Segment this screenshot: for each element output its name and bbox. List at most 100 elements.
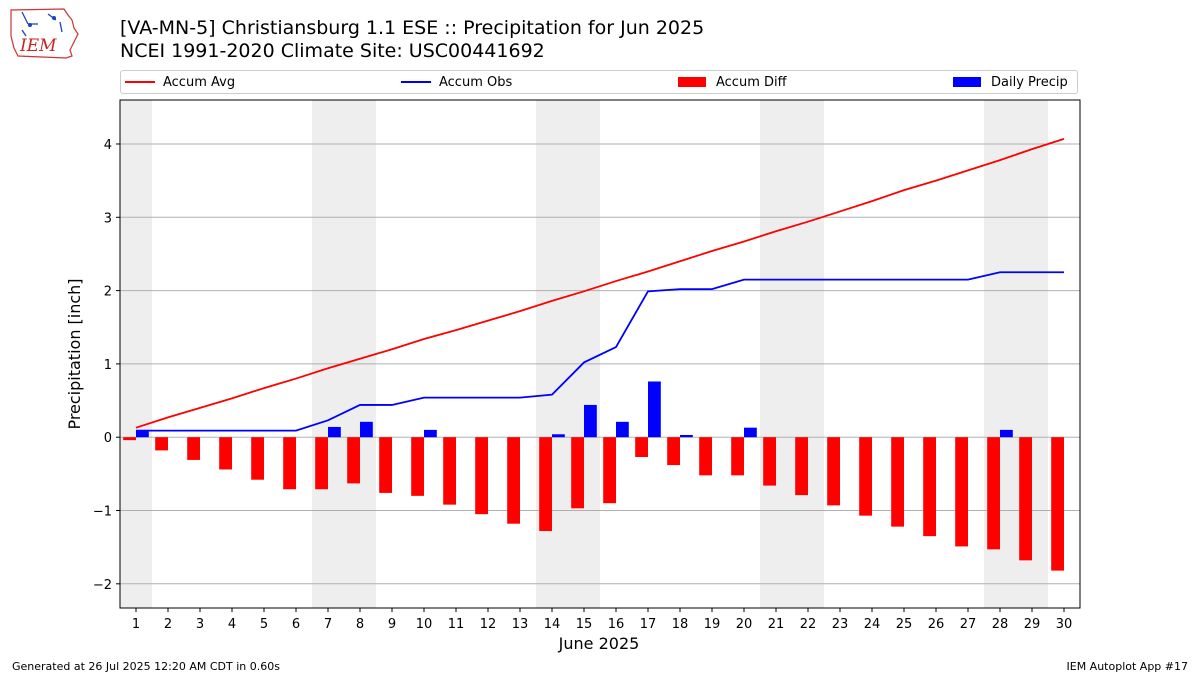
accum-diff-bar: [283, 437, 296, 490]
y-axis-label: Precipitation [inch]: [65, 278, 84, 429]
x-tick-label: 17: [640, 617, 657, 632]
accum-diff-bar: [507, 437, 520, 524]
accum-diff-bar: [1051, 437, 1064, 571]
accum-diff-bar: [219, 437, 232, 470]
plot-frame: [119, 99, 1081, 609]
weekend-shading: [120, 100, 1048, 608]
daily-precip-bar: [328, 426, 341, 438]
legend-swatch: [125, 81, 155, 83]
accum-diff-bar: [443, 437, 456, 505]
legend-label: Daily Precip: [991, 74, 1068, 90]
legend-label: Accum Avg: [163, 74, 236, 90]
accum-obs-line: [136, 271, 1064, 432]
accum-diff-bar: [315, 437, 328, 490]
x-tick-label: 24: [864, 617, 881, 632]
x-tick-label: 18: [672, 617, 689, 632]
accum-diff-bar: [891, 437, 904, 527]
y-tick-label: 0: [104, 431, 112, 446]
weekend-band: [120, 100, 152, 608]
accum-diff-bar: [379, 437, 392, 493]
accum-diff-bar: [763, 437, 776, 486]
x-tick-label: 7: [324, 617, 332, 632]
accum-diff-bar: [155, 437, 168, 451]
accum-diff-bars: [123, 437, 1064, 571]
accum-diff-bar: [571, 437, 584, 509]
iem-logo: IEM: [10, 8, 79, 59]
daily-precip-bar: [360, 421, 373, 438]
gridlines: [120, 143, 1080, 585]
daily-precip-bars: [136, 381, 1013, 438]
accum-diff-bar: [827, 437, 840, 506]
x-tick-label: 9: [388, 617, 396, 632]
legend-item-accum-obs: Accum Obs: [401, 71, 512, 93]
legend-item-accum-diff: Accum Diff: [678, 71, 787, 93]
chart-subtitle: NCEI 1991-2020 Climate Site: USC00441692: [120, 40, 545, 62]
x-tick-label: 5: [260, 617, 268, 632]
x-tick-label: 23: [832, 617, 849, 632]
x-tick-label: 15: [576, 617, 593, 632]
legend-item-daily-precip: Daily Precip: [953, 71, 1068, 93]
accum-diff-bar: [475, 437, 488, 515]
x-tick-label: 29: [1024, 617, 1041, 632]
x-tick-label: 26: [928, 617, 945, 632]
legend-item-accum-avg: Accum Avg: [125, 71, 235, 93]
x-tick-label: 1: [132, 617, 140, 632]
accum-diff-bar: [411, 437, 424, 496]
x-tick-label: 21: [768, 617, 785, 632]
y-tick-label: −1: [93, 505, 112, 520]
accum-diff-bar: [603, 437, 616, 504]
daily-precip-bar: [552, 434, 565, 438]
x-axis-label: June 2025: [558, 634, 640, 653]
y-tick-label: 3: [104, 211, 112, 226]
x-tick-label: 27: [960, 617, 977, 632]
legend: Accum Avg Accum Obs Accum Diff Daily Pre…: [120, 70, 1078, 94]
accum-diff-bar: [635, 437, 648, 457]
accum-diff-bar: [731, 437, 744, 476]
x-tick-label: 20: [736, 617, 753, 632]
x-tick-label: 16: [608, 617, 625, 632]
accum-diff-bar: [699, 437, 712, 476]
accum-diff-bar: [955, 437, 968, 547]
daily-precip-bar: [744, 427, 757, 438]
daily-precip-bar: [648, 381, 661, 438]
accum-diff-bar: [923, 437, 936, 537]
weekend-band: [312, 100, 376, 608]
daily-precip-bar: [584, 404, 597, 438]
x-tick-label: 3: [196, 617, 204, 632]
y-tick-label: 1: [104, 358, 112, 373]
weekend-band: [760, 100, 824, 608]
accum-diff-bar: [795, 437, 808, 496]
x-tick-label: 14: [544, 617, 561, 632]
accum-avg-line: [135, 137, 1065, 429]
x-tick-label: 4: [228, 617, 236, 632]
accum-diff-bar: [539, 437, 552, 532]
legend-swatch: [678, 77, 706, 87]
x-tick-label: 19: [704, 617, 721, 632]
accum-diff-bar: [667, 437, 680, 466]
daily-precip-bar: [424, 429, 437, 438]
x-tick-label: 8: [356, 617, 364, 632]
x-tick-label: 13: [512, 617, 529, 632]
accum-diff-bar: [347, 437, 360, 484]
x-tick-label: 10: [416, 617, 433, 632]
x-tick-label: 2: [164, 617, 172, 632]
x-tick-label: 22: [800, 617, 817, 632]
daily-precip-bar: [680, 435, 693, 438]
accum-diff-bar: [251, 437, 264, 480]
y-tick-label: 2: [104, 285, 112, 300]
generated-footer: Generated at 26 Jul 2025 12:20 AM CDT in…: [12, 660, 280, 673]
x-tick-label: 12: [480, 617, 497, 632]
y-tick-label: 4: [104, 138, 112, 153]
accum-diff-bar: [187, 437, 200, 460]
daily-precip-bar: [136, 430, 149, 438]
app-footer: IEM Autoplot App #17: [1066, 660, 1189, 673]
weekend-band: [536, 100, 600, 608]
accum-lines: [135, 137, 1065, 432]
accum-diff-bar: [1019, 437, 1032, 561]
daily-precip-bar: [616, 421, 629, 438]
x-tick-label: 25: [896, 617, 913, 632]
accum-diff-bar: [123, 437, 136, 441]
y-tick-label: −2: [93, 578, 112, 593]
x-tick-label: 28: [992, 617, 1009, 632]
